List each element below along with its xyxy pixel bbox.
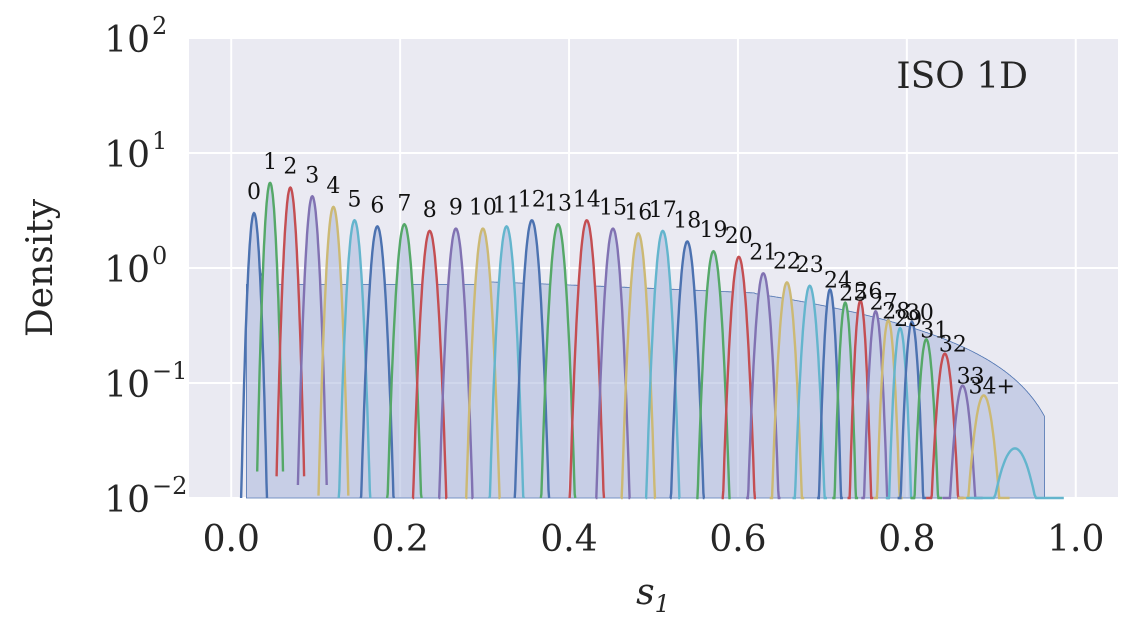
series-curve-7 [385, 222, 423, 499]
chart-annotation: ISO 1D [896, 56, 1028, 97]
peak-label-19: 19 [699, 218, 727, 243]
y-tick-exponent-3: 1 [152, 127, 167, 155]
peak-label-25: 25 [839, 282, 867, 307]
peak-label-4: 4 [326, 174, 340, 199]
series-curve-18 [669, 240, 706, 500]
peak-label-3: 3 [305, 163, 319, 188]
series-curve-31 [910, 337, 943, 500]
peak-label-32: 32 [939, 333, 967, 358]
series-curve-24 [817, 287, 843, 500]
y-tick-exponent-4: 2 [152, 12, 167, 40]
x-axis-label: s1 [636, 572, 670, 618]
series-curves [239, 181, 1064, 500]
series-curve-14 [568, 218, 606, 499]
peak-label-13: 13 [544, 191, 572, 216]
peak-label-23: 23 [796, 253, 824, 278]
series-curve-12 [513, 218, 551, 499]
peak-label-14: 14 [573, 187, 601, 212]
y-tick-label-0: 10 [104, 480, 150, 521]
series-curve-29 [885, 326, 915, 500]
peak-label-26: 26 [854, 280, 882, 305]
peak-label-18: 18 [673, 208, 701, 233]
series-curve-30 [897, 320, 927, 500]
series-curve-27 [861, 309, 890, 500]
x-tick-label-0: 0.0 [203, 519, 260, 560]
peak-label-7: 7 [397, 191, 411, 216]
peak-label-8: 8 [423, 198, 437, 223]
peak-label-22: 22 [773, 249, 801, 274]
peak-label-10: 10 [469, 196, 497, 221]
x-tick-label-5: 1.0 [1047, 519, 1104, 560]
x-tick-label-3: 0.6 [709, 519, 766, 560]
series-curve-13 [539, 222, 577, 499]
peak-label-20: 20 [725, 224, 753, 249]
x-tick-labels: 0.0 0.2 0.4 0.6 0.8 1.0 [203, 519, 1105, 560]
peak-label-27: 27 [870, 290, 898, 315]
series-curve-19 [696, 249, 731, 500]
peak-label-24: 24 [824, 269, 852, 294]
series-curve-25 [832, 301, 859, 500]
y-tick-label-2: 10 [104, 250, 150, 291]
peak-label-34+: 34+ [968, 374, 1014, 399]
series-curve-3 [296, 194, 328, 486]
peak-label-1: 1 [263, 150, 277, 175]
peak-label-11: 11 [493, 193, 521, 218]
series-curve-2 [275, 186, 306, 477]
peak-label-30: 30 [906, 301, 934, 326]
peak-label-17: 17 [649, 198, 677, 223]
series-curve-5 [337, 218, 372, 499]
x-tick-label-4: 0.8 [878, 519, 935, 560]
peak-label-12: 12 [518, 187, 546, 212]
series-curve-9 [438, 227, 474, 500]
x-tick-label-2: 0.4 [540, 519, 597, 560]
series-curve-8 [411, 229, 448, 500]
peak-label-33: 33 [957, 365, 985, 390]
peak-label-29: 29 [894, 307, 922, 332]
y-tick-label-4: 10 [104, 20, 150, 61]
series-curve-32 [926, 352, 964, 500]
peak-label-9: 9 [449, 196, 463, 221]
series-curve-28 [873, 318, 903, 500]
peak-label-16: 16 [624, 200, 652, 225]
series-curve-1 [256, 181, 285, 472]
series-curve-26 [847, 299, 874, 500]
x-tick-label-1: 0.2 [372, 519, 429, 560]
peak-label-0: 0 [247, 180, 261, 205]
y-axis-label: Density [20, 198, 61, 337]
y-tick-label-1: 10 [104, 365, 150, 406]
peak-label-28: 28 [882, 299, 910, 324]
series-curve-0 [239, 211, 269, 499]
y-tick-exponent-0: −2 [152, 472, 187, 500]
peak-label-5: 5 [348, 187, 362, 212]
series-curve-tail [966, 447, 1064, 500]
series-curve-20 [721, 255, 757, 500]
y-tick-label-3: 10 [104, 135, 150, 176]
peak-label-31: 31 [920, 318, 948, 343]
peak-label-6: 6 [370, 193, 384, 218]
series-curve-6 [359, 225, 396, 499]
series-curve-11 [488, 225, 525, 499]
y-tick-exponent-2: 0 [152, 242, 167, 270]
series-curve-16 [620, 232, 657, 500]
series-curve-17 [644, 229, 681, 500]
peak-label-2: 2 [283, 155, 297, 180]
series-curve-15 [595, 227, 631, 500]
y-tick-exponent-1: −1 [152, 357, 187, 385]
peak-label-21: 21 [749, 240, 777, 265]
peak-label-15: 15 [599, 196, 627, 221]
